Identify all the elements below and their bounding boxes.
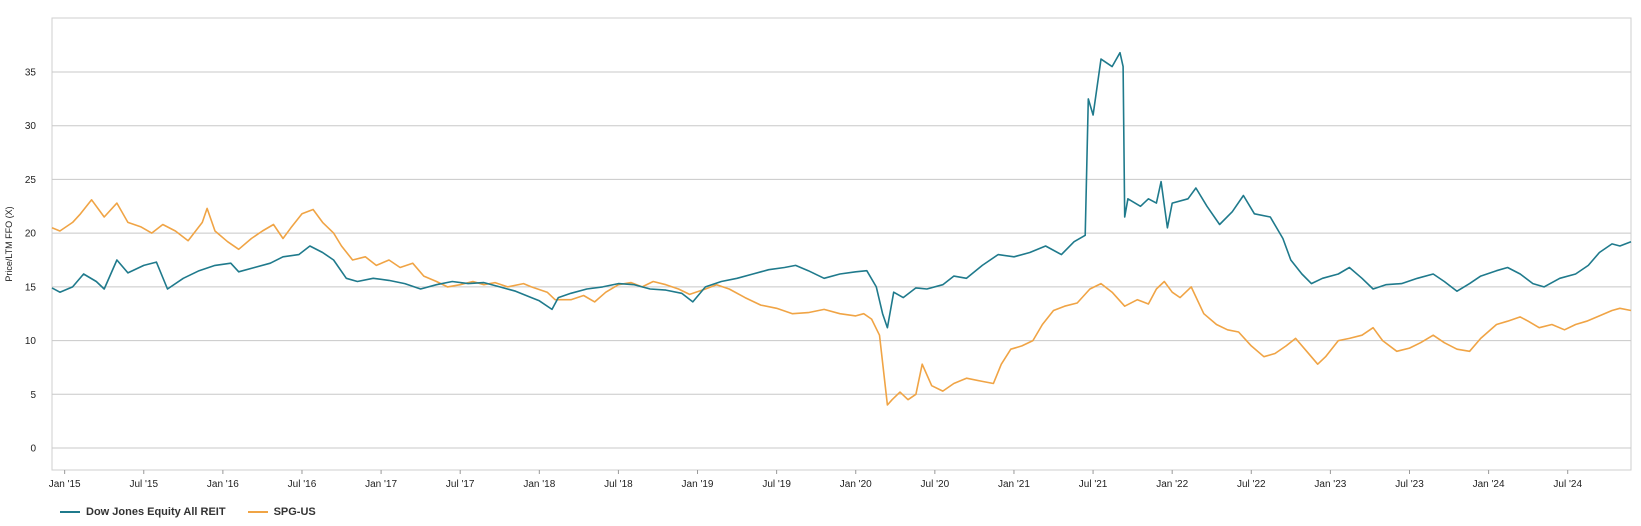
x-tick-label: Jul '22: [1237, 479, 1266, 490]
y-axis-title: Price/LTM FFO (X): [4, 206, 14, 281]
legend-label-spg: SPG-US: [273, 506, 316, 518]
y-axis-ticks: 0 5 10 15 20 25 30 35: [25, 68, 37, 455]
x-tick-label: Jan '16: [207, 479, 239, 490]
x-tick-label: Jul '16: [288, 479, 317, 490]
x-tick-label: Jan '21: [998, 479, 1030, 490]
legend-swatch-spg: [247, 511, 268, 513]
x-tick-label: Jul '24: [1553, 479, 1582, 490]
x-tick-label: Jul '20: [921, 479, 950, 490]
series-line-reit: [51, 51, 1632, 329]
x-tick-label: Jan '19: [682, 479, 714, 490]
y-tick-label: 5: [30, 390, 36, 401]
series-line-spg: [51, 199, 1632, 406]
y-tick-label: 35: [25, 68, 37, 79]
y-tick-label: 20: [25, 229, 37, 240]
x-tick-label: Jul '17: [446, 479, 475, 490]
x-tick-label: Jul '21: [1079, 479, 1108, 490]
series-lines: [51, 51, 1632, 406]
legend-item-spg: SPG-US: [247, 506, 316, 518]
y-tick-label: 15: [25, 282, 37, 293]
x-tick-label: Jul '19: [762, 479, 791, 490]
x-tick-label: Jan '22: [1156, 479, 1188, 490]
gridlines: [52, 71, 1631, 449]
y-tick-label: 30: [25, 121, 37, 132]
y-tick-label: 0: [30, 444, 36, 455]
x-tick-label: Jan '15: [49, 479, 81, 490]
legend-label-reit: Dow Jones Equity All REIT: [86, 506, 226, 518]
x-axis-ticks: Jan '15 Jul '15 Jan '16 Jul '16 Jan '17 Jul '…: [49, 470, 1582, 490]
legend-swatch-reit: [60, 511, 80, 513]
legend-item-reit: Dow Jones Equity All REIT: [60, 506, 226, 518]
legend: Dow Jones Equity All REIT SPG-US: [60, 506, 316, 518]
x-tick-label: Jul '15: [129, 479, 158, 490]
x-tick-label: Jan '23: [1314, 479, 1346, 490]
plot-border: [51, 17, 1632, 471]
x-tick-label: Jan '18: [523, 479, 555, 490]
x-tick-label: Jul '18: [604, 479, 633, 490]
x-tick-label: Jan '20: [840, 479, 872, 490]
y-tick-label: 25: [25, 175, 37, 186]
x-tick-label: Jan '24: [1473, 479, 1505, 490]
x-tick-label: Jan '17: [365, 479, 397, 490]
x-tick-label: Jul '23: [1395, 479, 1424, 490]
y-tick-label: 10: [25, 336, 37, 347]
